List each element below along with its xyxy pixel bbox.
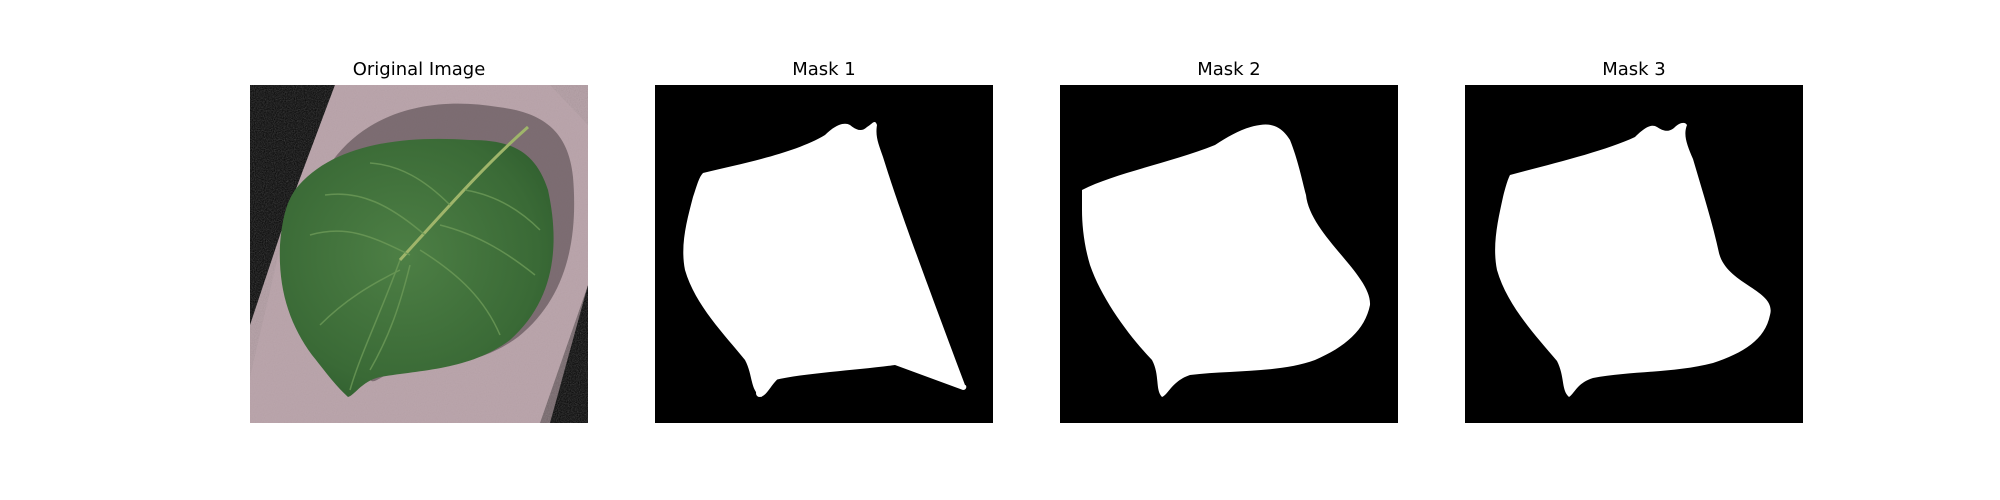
mask-3-image	[1465, 85, 1803, 423]
panel-title: Mask 2	[1197, 59, 1261, 80]
panel-title: Mask 3	[1602, 59, 1666, 80]
mask-3-shape	[1495, 122, 1771, 398]
mask-1-image	[655, 85, 993, 423]
panel-mask-2: Mask 2	[1060, 55, 1398, 423]
leaf-stem	[398, 125, 529, 262]
panel-mask-3: Mask 3	[1465, 55, 1803, 423]
panel-mask-1: Mask 1	[655, 55, 993, 423]
original-leaf-photo	[250, 85, 588, 423]
panel-title: Mask 1	[792, 59, 856, 80]
mask-2-image	[1060, 85, 1398, 423]
mask-2-shape	[1082, 124, 1371, 397]
leaf-veins	[309, 162, 541, 391]
leaf-blade	[279, 138, 554, 397]
panel-title: Original Image	[352, 59, 486, 80]
panel-original-image: Original Image	[250, 55, 588, 423]
